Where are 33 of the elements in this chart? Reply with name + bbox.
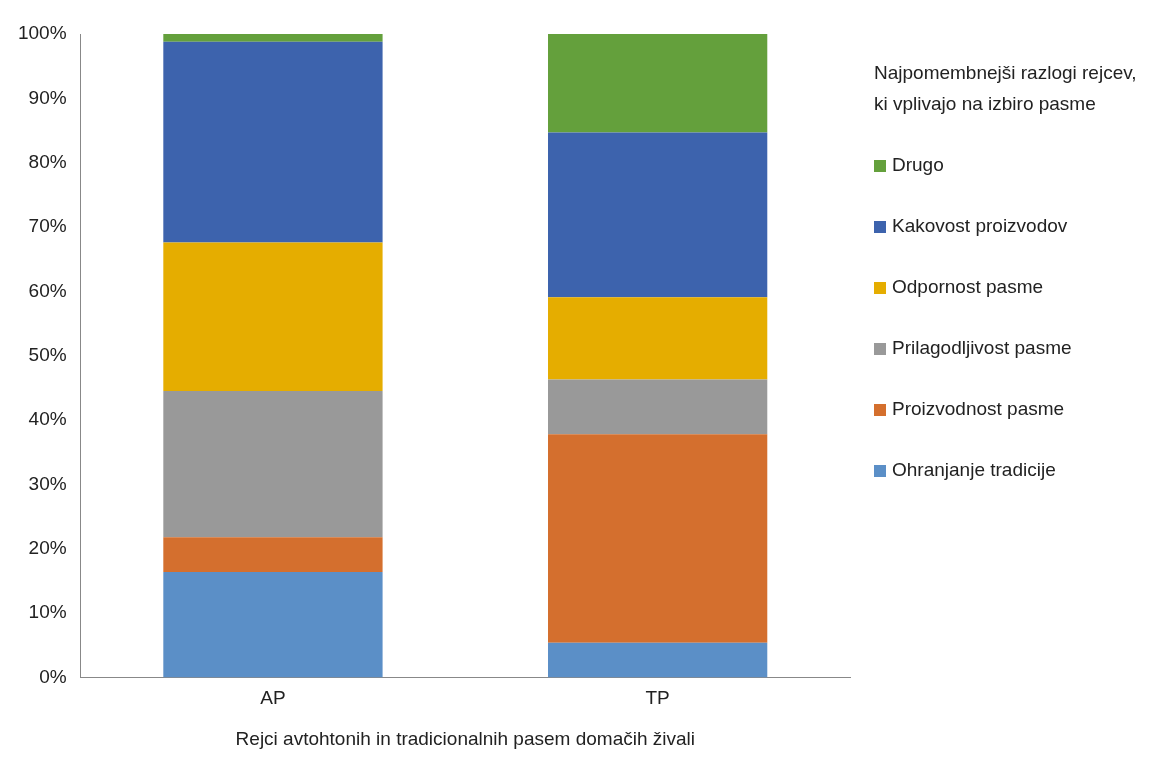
- y-tick-label: 50%: [28, 343, 67, 365]
- legend-label: Ohranjanje tradicije: [892, 459, 1056, 481]
- y-tick-label: 30%: [28, 472, 67, 494]
- bar: [163, 391, 383, 538]
- y-tick-label: 90%: [28, 86, 67, 108]
- bar: [163, 34, 383, 42]
- bar: [548, 434, 768, 643]
- legend-label: Proizvodnost pasme: [892, 398, 1065, 420]
- x-axis-title: Rejci avtohtonih in tradicionalnih pasem domačih živali: [235, 727, 695, 749]
- y-tick-label: 100%: [17, 22, 67, 44]
- bar: [548, 642, 768, 678]
- bar: [548, 297, 768, 380]
- y-tick-label: 80%: [28, 150, 67, 172]
- bar: [163, 571, 383, 678]
- bar: [163, 242, 383, 392]
- legend-label: Prilagodljivost pasme: [892, 337, 1072, 359]
- bar: [548, 34, 768, 133]
- y-tick-label: 20%: [28, 536, 67, 558]
- x-tick-label: TP: [645, 687, 670, 709]
- y-tick-label: 70%: [28, 215, 67, 237]
- y-tick-label: 0%: [39, 665, 67, 687]
- legend-label: Drugo: [892, 154, 944, 176]
- legend-label: Odpornost pasme: [892, 276, 1044, 298]
- legend-title: Najpomembnejši razlogi rejcev, ki vplivajo na izbiro pasme: [874, 62, 1137, 115]
- y-tick-label: 40%: [28, 408, 67, 430]
- legend-label: Kakovost proizvodov: [892, 215, 1068, 237]
- bar: [163, 537, 383, 572]
- x-tick-label: AP: [260, 687, 286, 709]
- bar: [548, 379, 768, 435]
- y-tick-label: 60%: [28, 279, 67, 301]
- y-tick-label: 10%: [28, 601, 67, 623]
- bar: [163, 41, 383, 243]
- bar: [548, 132, 768, 298]
